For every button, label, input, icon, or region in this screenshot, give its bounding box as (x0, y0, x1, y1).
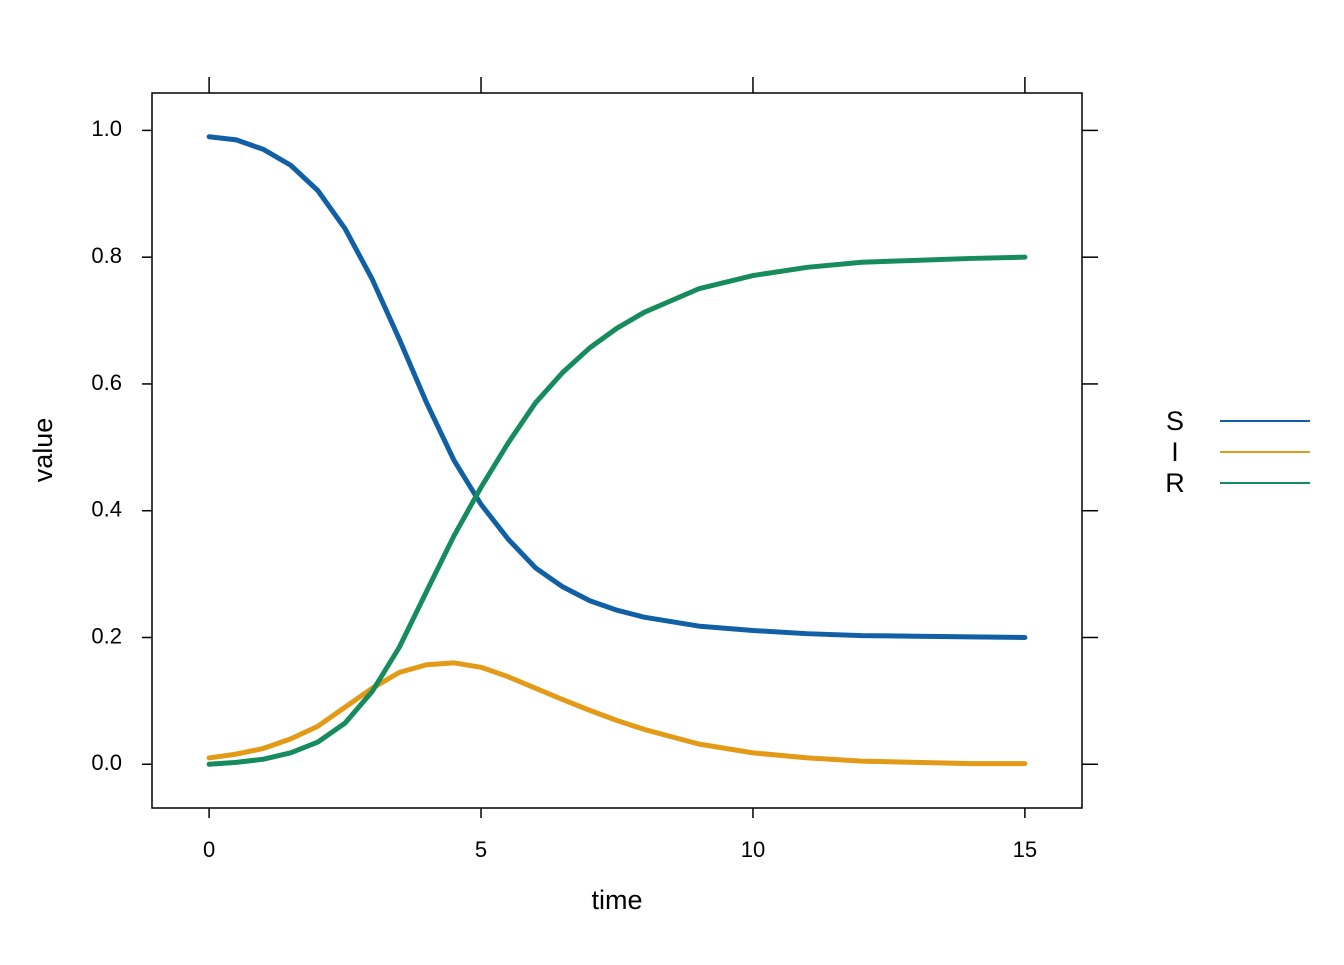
x-tick-label: 5 (475, 837, 487, 862)
legend-label: S (1166, 406, 1184, 436)
plot-frame (151, 92, 1083, 809)
y-tick-label: 0.2 (91, 623, 122, 648)
y-tick-label: 0.6 (91, 370, 122, 395)
x-tick-label: 15 (1013, 837, 1037, 862)
legend-label: I (1171, 437, 1179, 467)
y-axis-label: value (28, 418, 58, 483)
y-tick-label: 0.4 (91, 497, 122, 522)
legend-label: R (1165, 468, 1185, 498)
y-tick-label: 0.0 (91, 750, 122, 775)
series-line (206, 660, 1028, 767)
x-tick-label: 10 (741, 837, 765, 862)
x-axis-label: time (591, 885, 642, 915)
y-tick-label: 0.8 (91, 243, 122, 268)
series-line (206, 134, 1028, 640)
y-tick-label: 1.0 (91, 116, 122, 141)
series-line (206, 254, 1028, 767)
x-tick-label: 0 (203, 837, 215, 862)
